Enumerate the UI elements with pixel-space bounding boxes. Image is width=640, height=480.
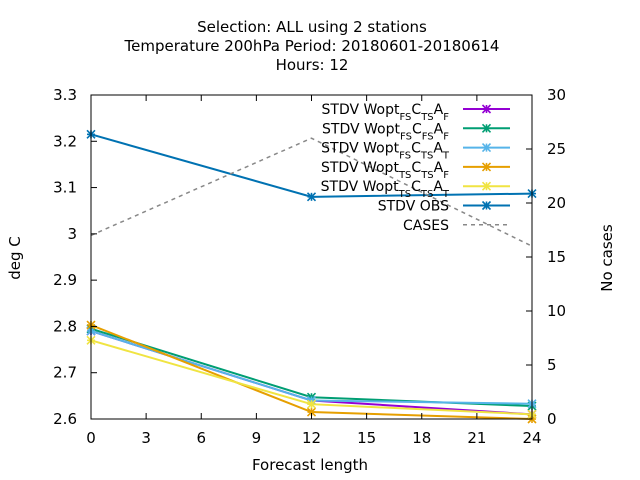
y-tick-label: 3.1 <box>53 179 77 197</box>
legend-label-3: STDV WoptTSCTSAF <box>321 160 449 181</box>
x-tick-label: 21 <box>467 429 486 447</box>
legend-label-part: STDV Wopt <box>322 121 400 137</box>
x-tick-label: 15 <box>357 429 376 447</box>
legend-label-4: STDV WoptTSCTSAT <box>321 179 450 200</box>
x-tick-label: 18 <box>412 429 431 447</box>
legend-label-0: STDV WoptFSCTSAF <box>322 102 450 123</box>
legend-label-part: TS <box>398 189 411 200</box>
y-tick-label: 2.8 <box>53 317 77 335</box>
legend-label-part: TS <box>420 150 433 161</box>
legend-marker-2 <box>481 143 492 153</box>
legend-label-part: A <box>434 160 444 176</box>
legend-label-part: STDV Wopt <box>321 179 399 195</box>
y-tick-label: 2.6 <box>53 410 77 428</box>
y-tick-label: 3.2 <box>53 132 77 150</box>
x-tick-label: 12 <box>302 429 321 447</box>
y2-tick-label: 0 <box>547 410 557 428</box>
axes: 0 3 6 9 12 15 18 21 24 2.6 2.7 2.8 2.9 3 3.1 3.2 3.3 0 5 10… <box>53 86 566 447</box>
legend-label-part: FS <box>422 131 434 142</box>
legend-label-2: STDV WoptFSCTSAT <box>321 141 450 162</box>
legend-label-part: C <box>412 121 422 137</box>
data-point-series-5 <box>306 192 317 202</box>
legend-label-part: T <box>442 150 450 161</box>
legend-label-part: F <box>443 112 449 123</box>
legend-label-part: FS <box>399 112 411 123</box>
legend-label-part: TS <box>398 169 411 180</box>
x-tick-label: 3 <box>141 429 151 447</box>
legend-label-1: STDV WoptFSCFSAF <box>322 121 449 142</box>
y-tick-label: 2.7 <box>53 364 77 382</box>
legend-marker-1 <box>481 123 492 133</box>
y2-axis-title: No cases <box>598 224 616 292</box>
legend-label-part: A <box>434 121 444 137</box>
y2-tick-label: 25 <box>547 140 566 158</box>
legend-label-part: C <box>411 179 421 195</box>
legend-marker-3 <box>481 162 492 172</box>
y-tick-label: 3 <box>67 225 77 243</box>
y2-tick-label: 5 <box>547 356 557 374</box>
legend-label-part: FS <box>400 131 412 142</box>
data-point-series-3 <box>306 407 317 417</box>
x-tick-label: 24 <box>522 429 541 447</box>
legend-label-part: T <box>442 189 450 200</box>
legend-marker-0 <box>481 104 492 114</box>
x-tick-label: 9 <box>252 429 262 447</box>
legend-marker-5 <box>481 200 492 211</box>
legend-label-part: A <box>434 102 444 118</box>
y2-tick-label: 10 <box>547 302 566 320</box>
y-tick-label: 3.3 <box>53 86 77 104</box>
legend-label-part: A <box>433 141 443 157</box>
legend-label-part: F <box>443 169 449 180</box>
legend-label-part: C <box>411 102 421 118</box>
legend-label-part: STDV Wopt <box>321 160 399 176</box>
legend-label-part: TS <box>420 112 433 123</box>
chart-title-line-2: Temperature 200hPa Period: 20180601-2018… <box>124 37 500 55</box>
series-line-6 <box>90 137 533 247</box>
chart-title-line-3: Hours: 12 <box>276 56 349 74</box>
legend-marker-4 <box>481 181 492 191</box>
x-tick-label: 0 <box>86 429 96 447</box>
legend-label-part: F <box>443 131 449 142</box>
legend-label-part: STDV Wopt <box>321 141 399 157</box>
y2-tick-label: 30 <box>547 86 566 104</box>
y2-tick-label: 20 <box>547 194 566 212</box>
legend-label-6: CASES <box>403 218 449 234</box>
y-axis-title: deg C <box>6 236 24 280</box>
x-axis-title: Forecast length <box>252 456 368 474</box>
legend-label-5: STDV OBS <box>378 199 449 215</box>
data-point-series-4 <box>306 399 317 409</box>
y2-tick-label: 15 <box>547 248 566 266</box>
legend-label-part: TS <box>420 189 433 200</box>
legend-label-part: STDV OBS <box>378 199 449 215</box>
x-tick-label: 6 <box>196 429 206 447</box>
legend-label-part: TS <box>420 169 433 180</box>
legend-label-part: CASES <box>403 218 449 234</box>
legend-label-part: A <box>433 179 443 195</box>
legend-label-part: STDV Wopt <box>322 102 400 118</box>
legend-label-part: C <box>411 160 421 176</box>
legend-label-part: FS <box>399 150 411 161</box>
legend-label-part: C <box>411 141 421 157</box>
chart-title-line-1: Selection: ALL using 2 stations <box>197 18 427 36</box>
y-tick-label: 2.9 <box>53 271 77 289</box>
